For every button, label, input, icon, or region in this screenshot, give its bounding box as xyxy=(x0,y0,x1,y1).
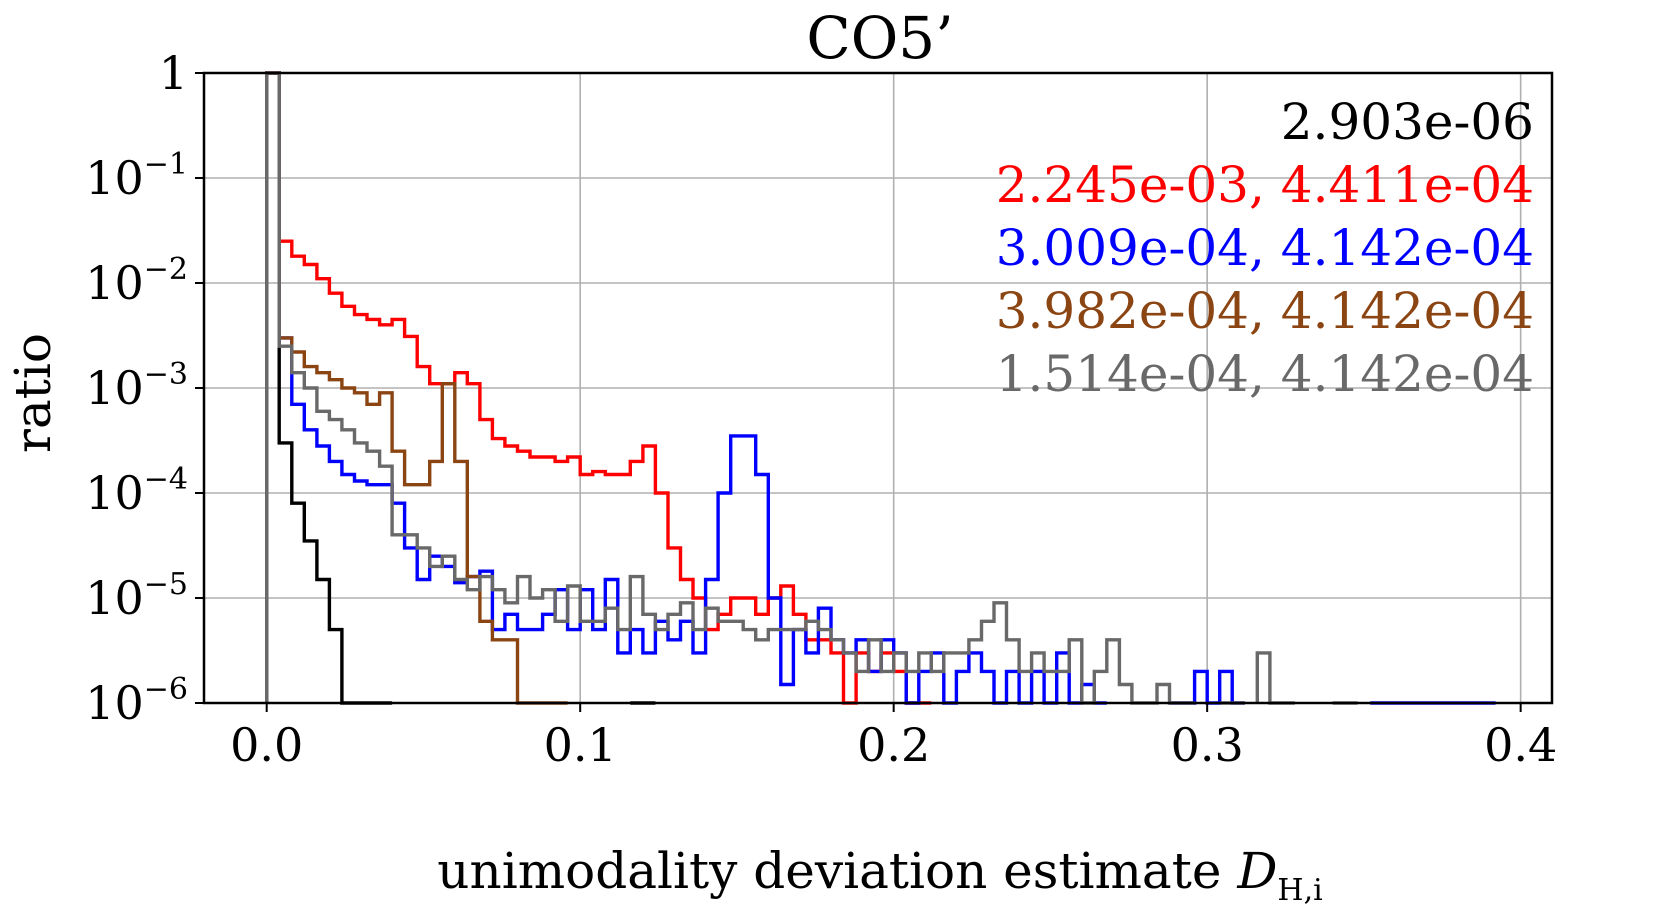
y-tick-label-3: 10−3 xyxy=(85,357,188,415)
x-tick-label-0: 0.0 xyxy=(230,718,303,772)
legend-entry-black: 2.903e-06 xyxy=(1281,93,1534,151)
y-tick-label-2: 10−2 xyxy=(85,252,188,310)
y-tick-label-4: 10−4 xyxy=(85,462,188,520)
legend: 2.903e-062.245e-03, 4.411e-043.009e-04, … xyxy=(996,93,1534,403)
chart-title: CO5’ xyxy=(806,4,953,72)
legend-entry-red: 2.245e-03, 4.411e-04 xyxy=(996,156,1534,214)
x-axis-label: unimodality deviation estimate DH,i xyxy=(437,842,1322,908)
y-tick-label-5: 10−5 xyxy=(85,567,188,625)
series-red xyxy=(265,71,932,705)
legend-entry-blue: 3.009e-04, 4.142e-04 xyxy=(996,219,1534,277)
x-tick-label-2: 0.2 xyxy=(857,718,930,772)
legend-entry-gray: 1.514e-04, 4.142e-04 xyxy=(996,345,1534,403)
y-tick-label-6: 10−6 xyxy=(85,672,188,730)
x-axis-label-text: unimodality deviation estimate xyxy=(437,842,1221,900)
x-tick-label-1: 0.1 xyxy=(544,718,617,772)
ticks: 0.0 0.1 0.2 0.3 0.4 1 10−1 10−2 10−3 10−4 10−5 10−6 xyxy=(85,46,1557,772)
y-axis-label: ratio xyxy=(4,333,62,453)
legend-entry-brown: 3.982e-04, 4.142e-04 xyxy=(996,282,1534,340)
x-axis-label-subscript: H,i xyxy=(1277,873,1322,908)
x-axis-label-symbol: D xyxy=(1236,842,1277,900)
x-tick-label-3: 0.3 xyxy=(1171,718,1244,772)
y-tick-label-1: 10−1 xyxy=(85,147,188,205)
series-brown xyxy=(265,71,568,705)
y-tick-label-0: 1 xyxy=(159,46,188,100)
x-tick-label-4: 0.4 xyxy=(1484,718,1557,772)
